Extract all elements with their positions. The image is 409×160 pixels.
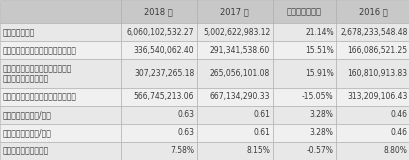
Text: 0.46: 0.46 (390, 110, 407, 119)
Bar (121, 142, 196, 160)
Text: 经营活动产生的现金流量净额（元）: 经营活动产生的现金流量净额（元） (2, 92, 76, 101)
Text: 归属于上市公司股东的扣除非经常: 归属于上市公司股东的扣除非经常 (2, 64, 72, 73)
Bar (335, 88, 409, 106)
Bar (0, 0, 121, 23)
Bar (0, 60, 121, 88)
Text: 15.91%: 15.91% (304, 69, 333, 78)
Text: 336,540,062.40: 336,540,062.40 (133, 46, 194, 55)
Bar (0, 23, 121, 41)
Bar (335, 142, 409, 160)
Text: 0.63: 0.63 (177, 128, 194, 137)
Text: 稀释每股收益（元/股）: 稀释每股收益（元/股） (2, 128, 51, 137)
Text: 6,060,102,532.27: 6,060,102,532.27 (126, 28, 194, 37)
Bar (335, 0, 409, 23)
Text: 5,002,622,983.12: 5,002,622,983.12 (202, 28, 270, 37)
Text: 2018 年: 2018 年 (144, 7, 173, 16)
Text: 0.63: 0.63 (177, 110, 194, 119)
Text: 0.61: 0.61 (253, 128, 270, 137)
Bar (196, 60, 272, 88)
Bar (121, 41, 196, 60)
Text: -15.05%: -15.05% (301, 92, 333, 101)
Bar (272, 124, 335, 142)
Bar (335, 60, 409, 88)
Text: 667,134,290.33: 667,134,290.33 (209, 92, 270, 101)
Text: 15.51%: 15.51% (304, 46, 333, 55)
Bar (0, 88, 121, 106)
Text: 2017 年: 2017 年 (220, 7, 249, 16)
Text: 291,341,538.60: 291,341,538.60 (209, 46, 270, 55)
Bar (196, 88, 272, 106)
Bar (196, 0, 272, 23)
Bar (272, 88, 335, 106)
Bar (272, 23, 335, 41)
Bar (335, 124, 409, 142)
Text: 归属于上市公司股东的净利润（元）: 归属于上市公司股东的净利润（元） (2, 46, 76, 55)
Bar (121, 60, 196, 88)
Bar (121, 88, 196, 106)
Text: 566,745,213.06: 566,745,213.06 (133, 92, 194, 101)
Bar (121, 124, 196, 142)
Bar (272, 142, 335, 160)
Bar (196, 23, 272, 41)
Bar (272, 60, 335, 88)
Text: 3.28%: 3.28% (309, 110, 333, 119)
Text: 166,086,521.25: 166,086,521.25 (346, 46, 407, 55)
Text: 营业收入（元）: 营业收入（元） (2, 28, 35, 37)
Bar (121, 0, 196, 23)
Text: 2016 年: 2016 年 (358, 7, 387, 16)
Text: 160,810,913.83: 160,810,913.83 (346, 69, 407, 78)
Bar (0, 142, 121, 160)
Text: -0.57%: -0.57% (306, 147, 333, 156)
Text: 3.28%: 3.28% (309, 128, 333, 137)
Bar (196, 124, 272, 142)
Bar (335, 41, 409, 60)
Text: 0.61: 0.61 (253, 110, 270, 119)
Bar (121, 106, 196, 124)
Bar (335, 23, 409, 41)
Text: 265,056,101.08: 265,056,101.08 (209, 69, 270, 78)
Bar (196, 41, 272, 60)
Text: 313,209,106.43: 313,209,106.43 (346, 92, 407, 101)
Text: 本年比上年增减: 本年比上年增减 (286, 7, 321, 16)
Text: 7.58%: 7.58% (170, 147, 194, 156)
Bar (0, 124, 121, 142)
Text: 基本每股收益（元/股）: 基本每股收益（元/股） (2, 110, 51, 119)
Text: 性损益的净利润（元）: 性损益的净利润（元） (2, 74, 49, 83)
Bar (196, 142, 272, 160)
Text: 8.15%: 8.15% (246, 147, 270, 156)
Text: 307,237,265.18: 307,237,265.18 (134, 69, 194, 78)
Text: 加权平均净资产收益率: 加权平均净资产收益率 (2, 147, 49, 156)
Bar (0, 41, 121, 60)
Bar (121, 23, 196, 41)
Bar (272, 106, 335, 124)
Text: 0.46: 0.46 (390, 128, 407, 137)
Text: 2,678,233,548.48: 2,678,233,548.48 (339, 28, 407, 37)
Text: 8.80%: 8.80% (383, 147, 407, 156)
Bar (272, 41, 335, 60)
Bar (0, 106, 121, 124)
Bar (196, 106, 272, 124)
Bar (335, 106, 409, 124)
Bar (272, 0, 335, 23)
Text: 21.14%: 21.14% (304, 28, 333, 37)
